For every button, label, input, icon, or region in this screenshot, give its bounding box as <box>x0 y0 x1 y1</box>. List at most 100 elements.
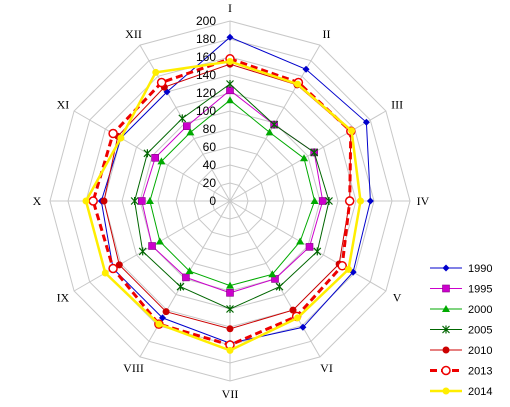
data-point-2005 <box>176 282 185 291</box>
category-label: X <box>33 194 42 208</box>
data-point-2005 <box>178 114 187 123</box>
data-point-2013 <box>337 261 347 271</box>
tick-label: 200 <box>196 14 216 28</box>
data-point-2005 <box>138 247 147 256</box>
data-point-2005 <box>270 120 279 129</box>
tick-label: 40 <box>203 158 217 172</box>
legend-item-2014: 2014 <box>430 386 492 398</box>
data-point-2000 <box>185 267 194 275</box>
legend-label: 1990 <box>468 263 492 275</box>
legend-marker <box>442 387 450 395</box>
data-point-2000 <box>226 96 234 104</box>
data-point-2000 <box>186 128 195 136</box>
category-label: II <box>323 27 331 41</box>
data-point-2005 <box>310 148 319 157</box>
data-point-2013 <box>108 263 118 274</box>
data-point-2014 <box>294 80 301 88</box>
data-point-2005 <box>226 80 234 88</box>
legend-marker <box>442 325 450 334</box>
data-point-2000 <box>265 128 274 136</box>
legend-label: 2014 <box>468 386 492 398</box>
data-point-2000 <box>310 197 319 204</box>
tick-label: 120 <box>196 86 216 100</box>
data-point-2000 <box>226 281 234 289</box>
data-point-1990 <box>226 33 234 41</box>
legend: 1990 1995 2000 2005 2010 2013 2014 <box>430 263 492 398</box>
data-point-1990 <box>159 314 166 322</box>
data-point-1990 <box>299 323 307 331</box>
data-point-2010 <box>226 325 234 333</box>
data-point-2005 <box>130 197 139 205</box>
legend-marker <box>442 346 450 354</box>
series-layer <box>82 33 374 354</box>
data-point-2013 <box>108 128 118 139</box>
legend-marker <box>441 365 451 376</box>
data-point-2000 <box>155 237 164 245</box>
data-point-2014 <box>101 269 109 277</box>
category-label: VII <box>222 387 239 401</box>
data-point-2005 <box>143 149 152 158</box>
legend-item-2005: 2005 <box>430 325 492 337</box>
data-point-2014 <box>117 134 125 142</box>
category-label: V <box>393 291 402 305</box>
tick-label: 180 <box>196 32 216 46</box>
data-point-2000 <box>300 154 309 162</box>
category-label: XI <box>57 98 70 112</box>
data-point-1995 <box>182 273 190 282</box>
series-line-2005 <box>134 83 330 310</box>
category-label: IX <box>57 291 70 305</box>
series-2014 <box>82 58 364 354</box>
legend-marker <box>442 284 450 293</box>
data-point-2010 <box>162 308 170 316</box>
legend-label: 2010 <box>468 345 492 357</box>
data-point-2000 <box>268 270 277 278</box>
data-point-2014 <box>226 58 234 65</box>
data-point-2014 <box>357 197 364 205</box>
legend-label: 2000 <box>468 304 492 316</box>
data-point-2005 <box>275 282 284 291</box>
legend-marker <box>442 264 450 272</box>
legend-item-2010: 2010 <box>430 345 492 357</box>
legend-marker <box>442 305 450 312</box>
data-point-1995 <box>183 122 191 130</box>
series-line-2000 <box>149 99 316 287</box>
data-point-2000 <box>145 197 154 204</box>
legend-label: 2013 <box>468 366 492 378</box>
data-point-2014 <box>344 265 352 273</box>
legend-item-1995: 1995 <box>430 284 492 296</box>
category-label: I <box>228 1 232 15</box>
category-label: IV <box>417 194 430 208</box>
data-point-2014 <box>226 346 234 354</box>
legend-item-2013: 2013 <box>430 366 492 378</box>
series-1995 <box>138 86 327 297</box>
tick-label: 100 <box>196 104 216 118</box>
data-point-2005 <box>313 247 322 256</box>
data-point-1995 <box>148 242 156 250</box>
category-label: III <box>391 98 403 112</box>
category-label: VIII <box>123 361 144 375</box>
data-point-1990 <box>302 65 310 73</box>
data-point-2014 <box>348 127 356 135</box>
legend-item-1990: 1990 <box>430 263 492 275</box>
data-point-2010 <box>289 306 297 314</box>
tick-label: 60 <box>203 140 217 154</box>
data-point-1990 <box>362 118 370 126</box>
data-point-2013 <box>344 196 355 206</box>
data-point-2014 <box>294 314 301 322</box>
legend-label: 2005 <box>468 325 492 337</box>
data-point-2013 <box>156 77 167 88</box>
tick-label: 0 <box>209 194 216 208</box>
data-point-2005 <box>226 305 234 313</box>
data-point-1995 <box>151 154 159 162</box>
tick-label: 20 <box>203 176 217 190</box>
data-point-2000 <box>296 237 305 245</box>
data-point-1995 <box>318 197 327 205</box>
data-point-2014 <box>155 320 163 328</box>
data-point-1990 <box>366 197 374 205</box>
data-point-2014 <box>152 68 160 76</box>
data-point-1995 <box>226 288 234 297</box>
tick-label: 160 <box>196 50 216 64</box>
data-point-2013 <box>88 196 98 206</box>
